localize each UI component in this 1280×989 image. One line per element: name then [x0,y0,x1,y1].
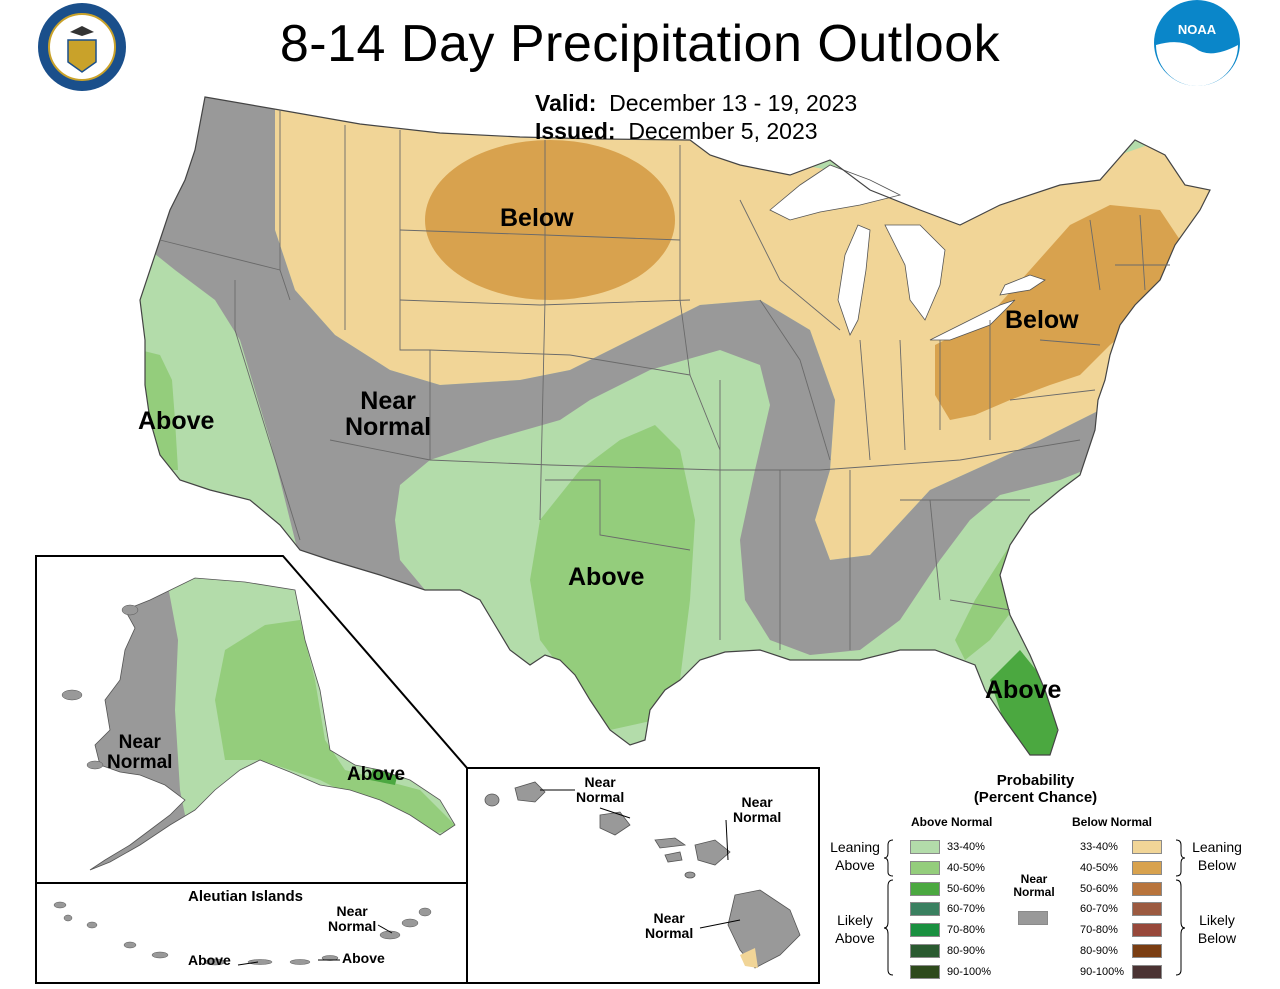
label-below-plains: Below [500,204,574,232]
legend-title: Probability (Percent Chance) [973,772,1098,806]
above-40-50-california [140,350,178,470]
date-info: Valid: December 13 - 19, 2023 Issued: De… [535,89,857,145]
alaska-shading [90,578,455,870]
state-borders [139,96,1211,756]
legend-below-label: 33-40% [1080,841,1118,853]
label-aleutian-near-normal: Near Normal [328,903,377,934]
label-near-normal-west: Near Normal [345,387,432,442]
page-title: 8-14 Day Precipitation Outlook [279,15,1001,73]
issued-label: Issued: [535,118,616,144]
legend-below-header: Below Normal [1072,815,1153,829]
hawaii-below-area [740,948,758,968]
legend-leaning-below: Leaning Below [1192,839,1242,873]
legend-below-label: 50-60% [1080,882,1118,895]
legend-above-label: 40-50% [947,861,985,874]
legend-near-swatch [1018,911,1048,925]
label-aleutian-above-2: Above [342,950,385,966]
great-lakes [769,164,1046,341]
noaa-logo-icon: NOAA [1154,0,1240,86]
label-hawaii-near-normal-1: Near Normal [576,774,625,805]
label-hawaii-near-normal-3: Near Normal [645,910,694,941]
label-alaska-near-normal: Near Normal [107,732,173,773]
label-alaska-above: Above [347,764,406,785]
legend-likely-above: Likely Above [835,912,875,946]
conus-shading [140,97,1210,755]
valid-label: Valid: [535,90,597,116]
svg-text:NOAA: NOAA [1178,22,1217,37]
legend-below-swatch [1132,881,1162,896]
above-40-50-plains [530,425,695,730]
legend-above-swatch [910,923,940,938]
issued-value: December 5, 2023 [628,118,818,144]
legend-above-label: 33-40% [947,841,985,853]
legend-above-swatch [910,881,940,896]
legend-below-label: 60-70% [1080,903,1118,916]
aleutian-islands [53,901,432,966]
legend-above-swatch [910,964,940,979]
legend-likely-below: Likely Below [1197,912,1237,946]
label-above-plains: Above [568,563,645,591]
legend-below-swatch [1132,944,1162,958]
legend-above-swatch [910,944,940,958]
legend-below-label: 40-50% [1080,861,1118,874]
legend-above-swatch [910,902,940,917]
label-hawaii-near-normal-2: Near Normal [733,794,782,825]
hawaii-islands [484,781,801,969]
below-40-50-plains [425,140,675,300]
label-below-northeast: Below [1005,306,1079,334]
legend-below-swatch [1132,840,1162,854]
commerce-seal-icon [38,3,126,91]
hawaii-leaders [237,789,741,966]
label-above-florida: Above [985,676,1062,704]
legend-below-label: 70-80% [1080,924,1118,937]
legend-below-swatch [1132,860,1162,875]
legend-below-swatch [1132,964,1162,979]
below-40-50-northeast [935,205,1180,420]
legend-below-swatch [1132,923,1162,938]
legend-above-label: 60-70% [947,903,985,916]
legend-near-normal: Near Normal [1013,872,1055,899]
valid-value: December 13 - 19, 2023 [609,90,858,116]
legend-above-label: 50-60% [947,882,985,895]
alaska-islands [61,604,139,770]
label-aleutian-above-1: Above [188,952,231,968]
near-normal-area [150,97,1110,655]
legend-above-swatch [910,840,940,854]
legend-below-label: 80-90% [1080,945,1118,957]
legend-below-swatch [1132,902,1162,917]
legend-above-label: 80-90% [947,945,985,957]
legend-above-header: Above Normal [911,815,993,829]
label-above-california: Above [138,407,215,435]
legend-below-label: 90-100% [1080,965,1125,978]
legend-above-swatch [910,860,940,875]
legend-above-label: 70-80% [947,924,985,937]
legend-above-label: 90-100% [947,965,992,978]
hawaii-inset-frame [466,767,820,984]
legend-leaning-above: Leaning Above [830,839,880,873]
aleutian-title: Aleutian Islands [188,888,304,905]
